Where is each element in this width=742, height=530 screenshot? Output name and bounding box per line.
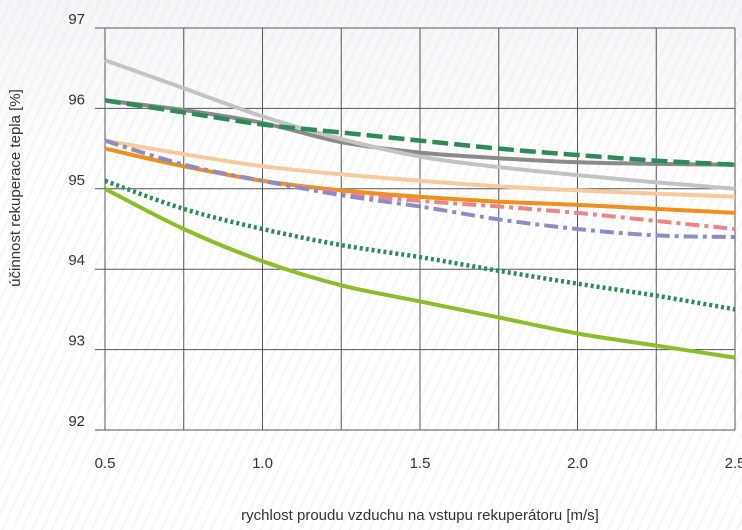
x-tick-label: 1.5: [410, 455, 431, 472]
y-tick-label: 93: [68, 333, 85, 350]
tick-labels: 0.5 1.0 1.5 2.0 2.5 92 93 94 95 96 97: [68, 11, 742, 472]
series-line-6: [104, 138, 736, 231]
series-line-2: [104, 58, 736, 191]
series-line-8: [104, 178, 736, 312]
x-tick-label: 1.0: [252, 455, 273, 472]
y-axis-title: účinnost rekuperace tepla [%]: [7, 89, 24, 287]
y-tick-label: 94: [68, 252, 85, 269]
series-line-9: [104, 187, 736, 360]
x-tick-label: 2.0: [567, 455, 588, 472]
y-tick-label: 92: [68, 413, 85, 430]
series-line-3: [104, 98, 736, 167]
x-tick-label: 2.5: [725, 455, 742, 472]
x-tick-label: 0.5: [95, 455, 116, 472]
series-line-7: [104, 138, 736, 239]
grid-lines: [95, 27, 736, 431]
y-tick-label: 97: [68, 11, 85, 28]
series-line-4: [104, 138, 736, 199]
y-tick-label: 95: [68, 172, 85, 189]
series-group: [104, 58, 736, 360]
series-line-1: [104, 98, 736, 167]
x-axis-title: rychlost proudu vzduchu na vstupu rekupe…: [241, 507, 599, 524]
y-tick-label: 96: [68, 91, 85, 108]
